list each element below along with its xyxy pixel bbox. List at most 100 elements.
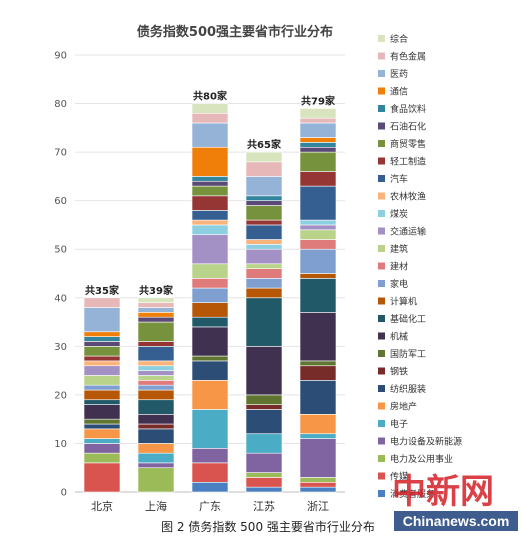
legend-swatch — [378, 437, 385, 445]
bar-segment — [245, 278, 283, 289]
bar-segment — [191, 462, 229, 483]
total-label: 共79家 — [301, 94, 336, 107]
y-tick-label: 70 — [54, 148, 67, 159]
legend-swatch — [378, 420, 385, 427]
x-category-label: 上海 — [145, 499, 167, 513]
bar-segment — [83, 404, 121, 420]
legend-label: 机械 — [390, 331, 408, 343]
legend-swatch — [378, 35, 385, 42]
y-tick-label: 60 — [54, 196, 67, 207]
bars — [83, 103, 337, 493]
bar-segment — [191, 224, 229, 235]
legend-label: 消费者服务 — [390, 488, 435, 500]
bar-segment — [137, 428, 175, 444]
bar-segment — [137, 297, 175, 303]
legend-swatch — [378, 262, 385, 270]
legend-label: 石油石化 — [390, 121, 426, 133]
bar-segment — [191, 287, 229, 303]
legend-swatch — [378, 367, 385, 375]
bar-segment — [245, 409, 283, 435]
bar-segment — [191, 380, 229, 410]
bar-segment — [83, 375, 121, 386]
bar-segment — [299, 481, 337, 488]
y-tick-label: 30 — [54, 342, 67, 353]
bar-segment — [83, 365, 121, 376]
y-tick-label: 0 — [61, 488, 67, 499]
bar-segment — [137, 316, 175, 323]
bar-segment — [299, 380, 337, 415]
legend-label: 有色金属 — [390, 51, 426, 63]
legend-label: 电子 — [390, 418, 408, 430]
bar-segment — [245, 346, 283, 396]
bar-segment — [299, 224, 337, 231]
legend-swatch — [378, 87, 385, 95]
bar-segment — [299, 273, 337, 279]
bar-segment — [137, 341, 175, 347]
bar-segment — [137, 312, 175, 318]
x-category-label: 北京 — [91, 499, 113, 513]
legend-label: 汽车 — [390, 173, 408, 185]
legend-swatch — [378, 297, 385, 305]
x-axis: 北京 上海 广东 江苏 浙江 — [91, 499, 329, 513]
bar-segment — [191, 326, 229, 357]
bar-segment — [245, 486, 283, 493]
bar-segment — [245, 176, 283, 197]
bar-segment — [83, 360, 121, 367]
legend-swatch — [378, 227, 385, 235]
bar-segment — [191, 112, 229, 124]
bar-segment — [137, 360, 175, 367]
bar-segment — [137, 365, 175, 371]
legend-label: 传媒 — [390, 471, 408, 483]
legend-label: 计算机 — [390, 296, 417, 308]
bar-segment — [83, 428, 121, 439]
bar-segment — [83, 341, 121, 347]
bar-segment — [245, 205, 283, 221]
bar-segment — [245, 224, 283, 240]
legend-swatch — [378, 210, 385, 217]
legend: 综合有色金属医药通信食品饮料石油石化商贸零售轻工制造汽车农林牧渔煤炭交通运输建筑… — [378, 33, 462, 500]
bar-segment — [245, 161, 283, 177]
bar-segment — [191, 180, 229, 187]
bar-segment — [245, 239, 283, 245]
bar-segment — [137, 462, 175, 469]
legend-swatch — [378, 455, 385, 462]
total-label: 共39家 — [139, 284, 174, 297]
legend-swatch — [378, 385, 385, 392]
bar-segment — [137, 423, 175, 430]
bar-segment — [83, 418, 121, 425]
legend-label: 房地产 — [390, 401, 417, 413]
legend-swatch — [378, 140, 385, 147]
bar-segment — [299, 219, 337, 226]
legend-swatch — [378, 175, 385, 182]
bar-segment — [191, 481, 229, 493]
legend-label: 综合 — [390, 33, 408, 45]
watermark-site-badge — [394, 511, 518, 531]
bar-segment — [83, 389, 121, 401]
bar-segment — [191, 103, 229, 114]
bar-segment — [83, 346, 121, 357]
bar-segment — [137, 302, 175, 308]
y-axis: 0 10 20 30 40 50 60 70 80 90 — [54, 51, 67, 499]
bar-segment — [137, 414, 175, 425]
bar-segment — [137, 384, 175, 391]
bar-segment — [245, 394, 283, 405]
bar-segment — [191, 234, 229, 265]
x-category-label: 江苏 — [253, 500, 275, 513]
legend-label: 基础化工 — [390, 313, 426, 325]
bar-segment — [83, 297, 121, 308]
legend-label: 轻工制造 — [390, 156, 426, 168]
bar-segment — [137, 443, 175, 454]
bar-segment — [191, 360, 229, 381]
legend-swatch — [378, 350, 385, 357]
bar-segment — [245, 248, 283, 265]
bar-segment — [299, 117, 337, 124]
bar-segment — [245, 151, 283, 163]
bar-segment — [137, 399, 175, 415]
bar-segment — [245, 404, 283, 410]
legend-label: 电力设备及新能源 — [390, 436, 462, 448]
y-tick-label: 10 — [54, 439, 67, 450]
bar-segment — [83, 443, 121, 454]
bar-segment — [299, 360, 337, 367]
legend-swatch — [378, 52, 385, 60]
